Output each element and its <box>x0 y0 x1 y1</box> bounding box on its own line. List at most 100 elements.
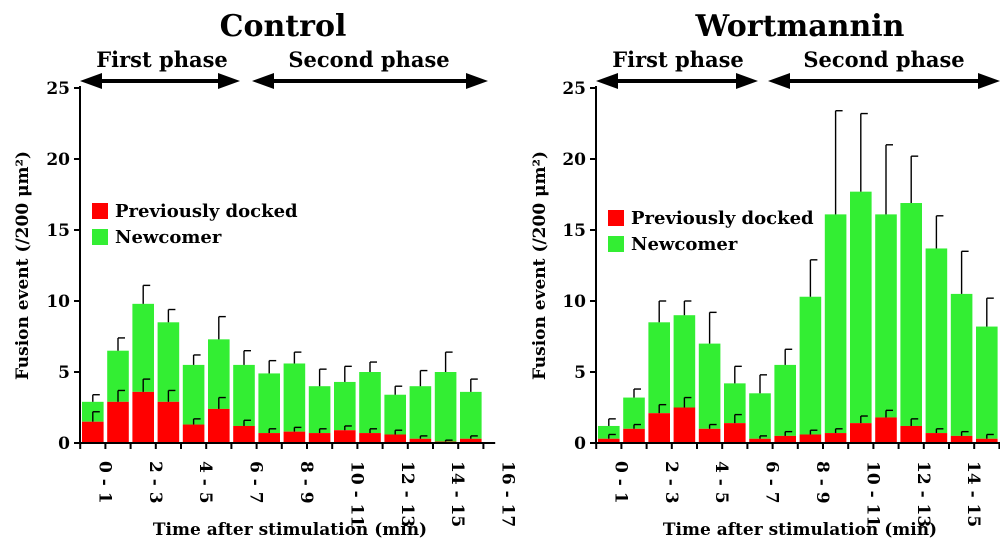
wortmannin-panel: Wortmannin First phase Second phase 0 5 10 15 2… <box>530 9 1000 540</box>
bar-stack <box>334 365 356 443</box>
x-tick-label: 12 - 13 <box>397 461 417 527</box>
bar-stack <box>460 378 482 443</box>
x-tick-label: 6 - 7 <box>246 461 266 504</box>
bar-previously-docked <box>950 435 973 443</box>
bar-previously-docked <box>799 434 822 443</box>
bar-stack <box>409 369 432 443</box>
first-phase-arrow <box>80 73 240 89</box>
bar-newcomer <box>460 391 482 439</box>
bar-stack <box>308 368 331 443</box>
bar-previously-docked <box>107 401 129 443</box>
legend-entry: Newcomer <box>92 227 222 248</box>
x-tick-label: 0 - 1 <box>94 461 114 504</box>
y-axis-label: Fusion event (/200 μm²) <box>530 151 550 380</box>
first-phase-label: First phase <box>612 47 744 72</box>
bar-stack <box>258 359 280 443</box>
bar-stack <box>724 365 746 443</box>
x-tick-label: 14 - 15 <box>963 461 983 527</box>
bar-newcomer <box>359 372 381 434</box>
y-tick-label: 15 <box>562 221 586 241</box>
legend-label: Previously docked <box>631 208 814 229</box>
bar-newcomer <box>182 364 205 425</box>
bar-stack <box>774 348 796 443</box>
bar-previously-docked <box>157 401 180 443</box>
bar-stack <box>749 374 771 443</box>
y-tick-label: 5 <box>58 363 70 383</box>
legend-label: Newcomer <box>631 234 738 255</box>
arrow-head-right <box>466 73 488 89</box>
x-tick-label: 6 - 7 <box>762 461 782 504</box>
bar-previously-docked <box>749 438 771 443</box>
bar-stack <box>698 311 721 443</box>
bar-stack <box>900 155 922 443</box>
bar-previously-docked <box>460 438 482 443</box>
bar-newcomer <box>208 339 230 409</box>
bar-stack <box>673 300 696 443</box>
arrow-head-right <box>218 73 240 89</box>
x-tick-label: 4 - 5 <box>195 461 215 504</box>
bar-stack <box>950 250 973 443</box>
bar-previously-docked <box>774 435 796 443</box>
bar-previously-docked <box>925 433 948 443</box>
y-tick-label: 20 <box>562 150 586 170</box>
second-phase-arrow <box>768 73 1000 89</box>
bar-previously-docked <box>698 428 721 443</box>
legend-swatch <box>608 236 624 252</box>
arrow-head-right <box>978 73 1000 89</box>
arrow-head-left <box>768 73 790 89</box>
bar-previously-docked <box>283 431 306 443</box>
bar-newcomer <box>384 394 406 435</box>
bar-newcomer <box>434 372 457 442</box>
bar-newcomer <box>409 386 432 439</box>
control-panel: Control First phase Second phase 0 5 10 15 20 25… <box>13 9 518 540</box>
bar-previously-docked <box>182 424 205 443</box>
y-tick-label: 15 <box>46 221 70 241</box>
x-tick-label: 10 - 11 <box>346 461 366 527</box>
bar-stack <box>925 215 948 443</box>
bar-newcomer <box>308 386 331 434</box>
bar-newcomer <box>598 425 620 439</box>
y-tick-label: 0 <box>58 434 70 454</box>
x-tick-label: 2 - 3 <box>145 461 165 504</box>
bar-previously-docked <box>208 408 230 443</box>
arrow-head-left <box>596 73 618 89</box>
x-tick-label: 8 - 9 <box>296 461 316 504</box>
bar-stack <box>182 354 205 443</box>
y-axis-label: Fusion event (/200 μm²) <box>13 151 33 380</box>
x-tick-label: 8 - 9 <box>812 461 832 504</box>
bar-stack <box>648 300 670 443</box>
arrow-head-left <box>252 73 274 89</box>
legend-entry: Previously docked <box>608 208 814 229</box>
bar-newcomer <box>774 364 796 436</box>
x-tick-label: 16 - 17 <box>498 461 518 527</box>
y-tick-label: 10 <box>562 292 586 312</box>
arrow-head-right <box>736 73 758 89</box>
second-phase-arrow <box>252 73 488 89</box>
bar-newcomer <box>283 363 306 432</box>
bar-previously-docked <box>359 433 381 443</box>
bar-previously-docked <box>308 433 331 443</box>
x-tick-label: 2 - 3 <box>661 461 681 504</box>
x-axis-label: Time after stimulation (min) <box>663 520 937 540</box>
bar-previously-docked <box>724 423 746 443</box>
bar-previously-docked <box>623 428 645 443</box>
legend-entry: Previously docked <box>92 201 298 222</box>
bar-previously-docked <box>673 407 696 443</box>
x-tick-label: 10 - 11 <box>862 461 882 527</box>
bar-stack <box>799 259 822 443</box>
bar-newcomer <box>698 343 721 429</box>
bar-previously-docked <box>976 438 998 443</box>
bar-newcomer <box>824 214 847 434</box>
bar-newcomer <box>673 315 696 408</box>
second-phase-label: Second phase <box>803 47 964 72</box>
bar-newcomer <box>623 397 645 429</box>
bar-previously-docked <box>900 425 922 443</box>
y-tick-label: 25 <box>562 79 586 99</box>
bar-previously-docked <box>258 433 280 443</box>
bar-newcomer <box>850 191 872 424</box>
bar-newcomer <box>233 364 255 426</box>
bar-stack <box>976 297 998 443</box>
bar-newcomer <box>900 203 922 426</box>
y-tick-label: 5 <box>574 363 586 383</box>
